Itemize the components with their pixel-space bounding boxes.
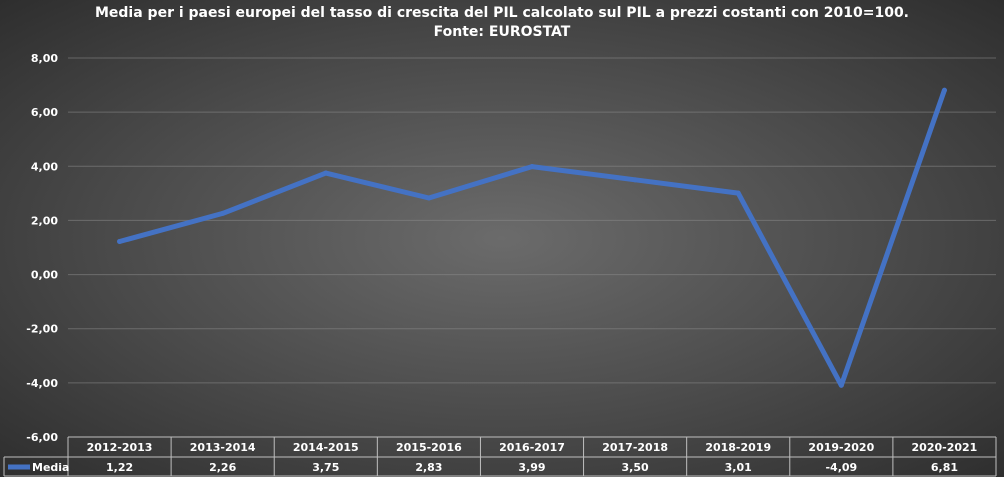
data-point [941,87,947,93]
data-point [117,239,123,245]
category-label: 2013-2014 [190,441,256,454]
category-label: 2020-2021 [912,441,978,454]
series-line-media [117,87,947,388]
y-tick-label: -2,00 [26,323,58,336]
data-value-label: 1,22 [106,461,133,474]
data-point [220,210,226,216]
category-label: 2012-2013 [87,441,153,454]
category-label: 2018-2019 [705,441,771,454]
data-point [838,382,844,388]
y-tick-label: 4,00 [31,160,58,173]
data-value-label: -4,09 [825,461,857,474]
chart-subtitle: Fonte: EUROSTAT [433,24,571,40]
y-tick-label: -4,00 [26,377,58,390]
y-tick-label: -6,00 [26,431,58,444]
category-label: 2015-2016 [396,441,462,454]
data-point [529,164,535,170]
data-value-label: 3,75 [312,461,339,474]
y-tick-label: 0,00 [31,269,58,282]
data-value-label: 2,26 [209,461,236,474]
data-point [735,190,741,196]
data-point [323,170,329,176]
data-value-label: 3,50 [622,461,649,474]
y-tick-label: 8,00 [31,52,58,65]
category-label: 2014-2015 [293,441,359,454]
category-label: 2017-2018 [602,441,668,454]
data-value-label: 3,99 [518,461,545,474]
y-tick-label: 2,00 [31,214,58,227]
category-label: 2019-2020 [808,441,874,454]
chart-title: Media per i paesi europei del tasso di c… [94,5,910,21]
data-value-label: 3,01 [725,461,752,474]
data-point [632,177,638,183]
data-point [426,195,432,201]
y-tick-label: 6,00 [31,106,58,119]
data-value-label: 2,83 [415,461,442,474]
data-value-label: 6,81 [931,461,958,474]
legend-label: Media [32,461,69,474]
category-label: 2016-2017 [499,441,565,454]
chart-title-block: Media per i paesi europei del tasso di c… [0,4,1004,42]
